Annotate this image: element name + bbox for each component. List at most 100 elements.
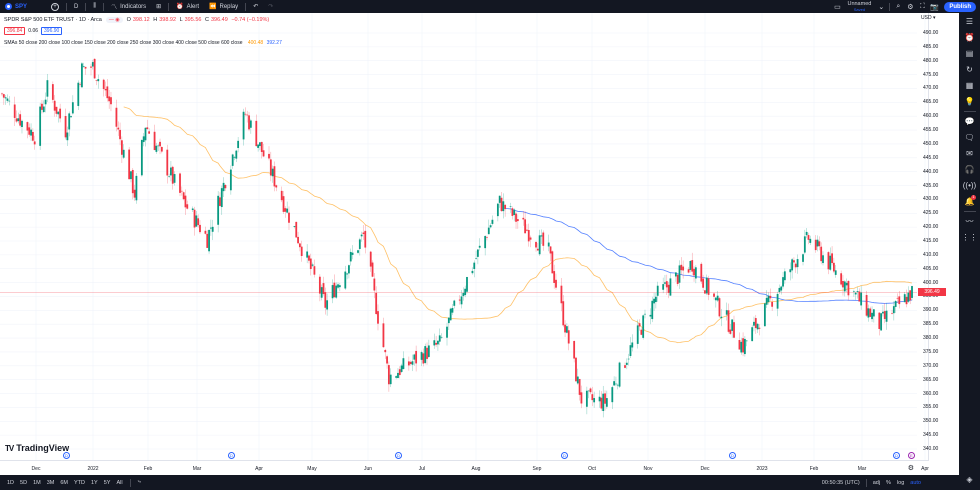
goto-date-button[interactable]: ⤷ <box>135 479 144 486</box>
undo-button[interactable]: ↶ <box>248 0 263 13</box>
replay-button[interactable]: ⏪ Replay <box>204 0 243 13</box>
high-key: H <box>153 17 158 23</box>
earnings-marker[interactable]: E <box>908 452 915 459</box>
candlestick-plot[interactable] <box>0 13 959 460</box>
dividend-marker[interactable]: D <box>63 452 70 459</box>
hotlist-icon: ↻ <box>966 65 973 74</box>
percent-toggle[interactable]: % <box>886 479 891 486</box>
indicators-button[interactable]: 〽 Indicators <box>106 0 151 13</box>
ideas-button[interactable]: 💡 <box>963 95 976 108</box>
alerts-button[interactable]: ⏰ <box>963 31 976 44</box>
range-button-6m[interactable]: 6M <box>60 479 68 486</box>
price-axis-label: 455.00 <box>923 127 939 134</box>
bottom-toolbar: 1D 5D 1M 3M 6M YTD 1Y 5Y All ⤷ 00:50:35 (UTC) ad… <box>0 475 929 490</box>
price-axis-label: 490.00 <box>923 30 939 36</box>
auto-scale-toggle[interactable]: auto <box>910 479 921 486</box>
compare-symbol-button[interactable]: + <box>46 0 64 13</box>
range-button-all[interactable]: All <box>116 479 123 486</box>
chats-button[interactable]: 💬 <box>963 115 976 128</box>
dividend-marker[interactable]: D <box>893 452 900 459</box>
range-button-3m[interactable]: 3M <box>46 479 55 486</box>
calendar-button[interactable]: ▦ <box>963 79 976 92</box>
alert-button[interactable]: ⏰ Alert <box>171 0 204 13</box>
dividend-marker[interactable]: D <box>561 452 568 459</box>
dividend-marker[interactable]: D <box>395 452 402 459</box>
layout-name-button[interactable]: Unnamed Saved <box>843 0 875 12</box>
legend-visibility-toggle[interactable]: — ◉ <box>105 17 123 23</box>
symbol-search-button[interactable]: SPY <box>0 0 32 13</box>
sma-legend[interactable]: SMAs 50 close 200 close 100 close 150 cl… <box>4 40 282 46</box>
price-axis-label: 445.00 <box>923 154 939 161</box>
bid-ask-legend: 396.84 0.06 396.90 <box>4 27 63 35</box>
layout-menu-button[interactable]: ⌄ <box>875 0 887 13</box>
publish-button[interactable]: Publish <box>944 1 976 12</box>
toolbar-right: ▭ Unnamed Saved ⌄ ⌕ ⚙ ⛶ 📷 Publish <box>831 0 980 13</box>
adj-toggle[interactable]: adj <box>872 479 881 486</box>
change-value: −0.74 (−0.19%) <box>231 17 270 23</box>
price-axis-label: 420.00 <box>923 224 939 231</box>
utc-clock[interactable]: 00:50:35 (UTC) <box>821 479 860 486</box>
time-axis-label: Oct <box>588 466 596 472</box>
axis-settings-icon[interactable]: ⚙ <box>907 465 914 472</box>
undo-icon: ↶ <box>253 4 259 10</box>
buy-price-button[interactable]: 396.90 <box>41 27 63 35</box>
messages-button[interactable]: ✉ <box>963 147 976 160</box>
layout-name: Unnamed <box>847 0 872 7</box>
settings-button[interactable]: ⚙ <box>904 0 916 13</box>
notifications-button[interactable]: 🔔 1 <box>963 195 976 208</box>
time-axis-label: Nov <box>643 466 653 472</box>
range-button-5d[interactable]: 5D <box>20 479 28 486</box>
chart-pane[interactable]: SPDR S&P 500 ETF TRUST · 1D · Arca — ◉ O… <box>0 13 946 475</box>
range-button-1m[interactable]: 1M <box>33 479 41 486</box>
close-value: 396.49 <box>210 17 228 23</box>
redo-button[interactable]: ↷ <box>263 0 278 13</box>
indicators-label: Indicators <box>120 3 147 10</box>
private-chats-button[interactable]: 🗨 <box>963 131 976 144</box>
watchlist-button[interactable]: ☰ <box>963 15 976 28</box>
templates-button[interactable]: ⊞ <box>151 0 166 13</box>
price-axis-label: 360.00 <box>923 390 939 397</box>
fullscreen-button[interactable]: ⛶ <box>916 0 928 13</box>
bottom-right-controls: 00:50:35 (UTC) adj % log auto <box>821 478 929 487</box>
hotlists-button[interactable]: ↻ <box>963 63 976 76</box>
price-axis[interactable]: USD ▾ 490.00 485.00 480.00 475.00 470.00 465.… <box>917 13 959 463</box>
trading-panel-button[interactable]: 〰 <box>963 215 976 228</box>
time-axis-label: 2023 <box>756 466 768 472</box>
broadcast-button[interactable]: ((•)) <box>963 179 976 192</box>
chart-type-button[interactable]: ⫼ <box>88 0 101 13</box>
chat-bubble-icon: 💬 <box>964 117 975 126</box>
price-axis-label: 415.00 <box>923 238 939 244</box>
interval-button[interactable]: D <box>69 0 83 13</box>
quick-search-button[interactable]: ⌕ <box>892 0 904 13</box>
range-button-1d[interactable]: 1D <box>7 479 15 486</box>
tradingview-logo[interactable]: TV TradingView <box>5 443 69 453</box>
streams-button[interactable]: 🎧 <box>963 163 976 176</box>
range-button-5y[interactable]: 5Y <box>103 479 111 486</box>
dividend-marker[interactable]: D <box>729 452 736 459</box>
layout-button[interactable]: ▭ <box>831 0 843 13</box>
symbol-title: SPDR S&P 500 ETF TRUST · 1D · Arca <box>4 17 102 23</box>
object-tree-button[interactable]: ⋮⋮ <box>962 231 978 244</box>
data-window-button[interactable]: ▤ <box>963 47 976 60</box>
dividend-marker[interactable]: D <box>228 452 235 459</box>
chevron-down-icon: ⌄ <box>878 3 885 11</box>
sell-price-button[interactable]: 396.84 <box>4 27 26 35</box>
log-toggle[interactable]: log <box>896 479 905 486</box>
price-axis-label: 450.00 <box>923 140 939 147</box>
range-button-1y[interactable]: 1Y <box>90 479 98 486</box>
snapshot-button[interactable]: 📷 <box>928 0 940 13</box>
logo-text: TradingView <box>16 443 70 453</box>
price-axis-label: 425.00 <box>923 210 939 217</box>
layers-icon: ◈ <box>966 475 973 484</box>
price-axis-label: 375.00 <box>923 348 939 355</box>
price-axis-label: 380.00 <box>923 335 939 342</box>
low-key: L <box>179 17 183 23</box>
close-key: C <box>204 17 209 23</box>
currency-selector[interactable]: USD ▾ <box>921 15 936 21</box>
layers-button[interactable]: ◈ <box>963 473 976 486</box>
price-axis-label: 390.00 <box>923 307 939 314</box>
time-axis-label: Dec <box>700 466 710 472</box>
range-button-ytd[interactable]: YTD <box>73 479 85 486</box>
time-axis[interactable]: ⚙ Dec 2022 Feb Mar Apr May Jun Jul Aug Sep Oct Nov D… <box>0 460 929 475</box>
